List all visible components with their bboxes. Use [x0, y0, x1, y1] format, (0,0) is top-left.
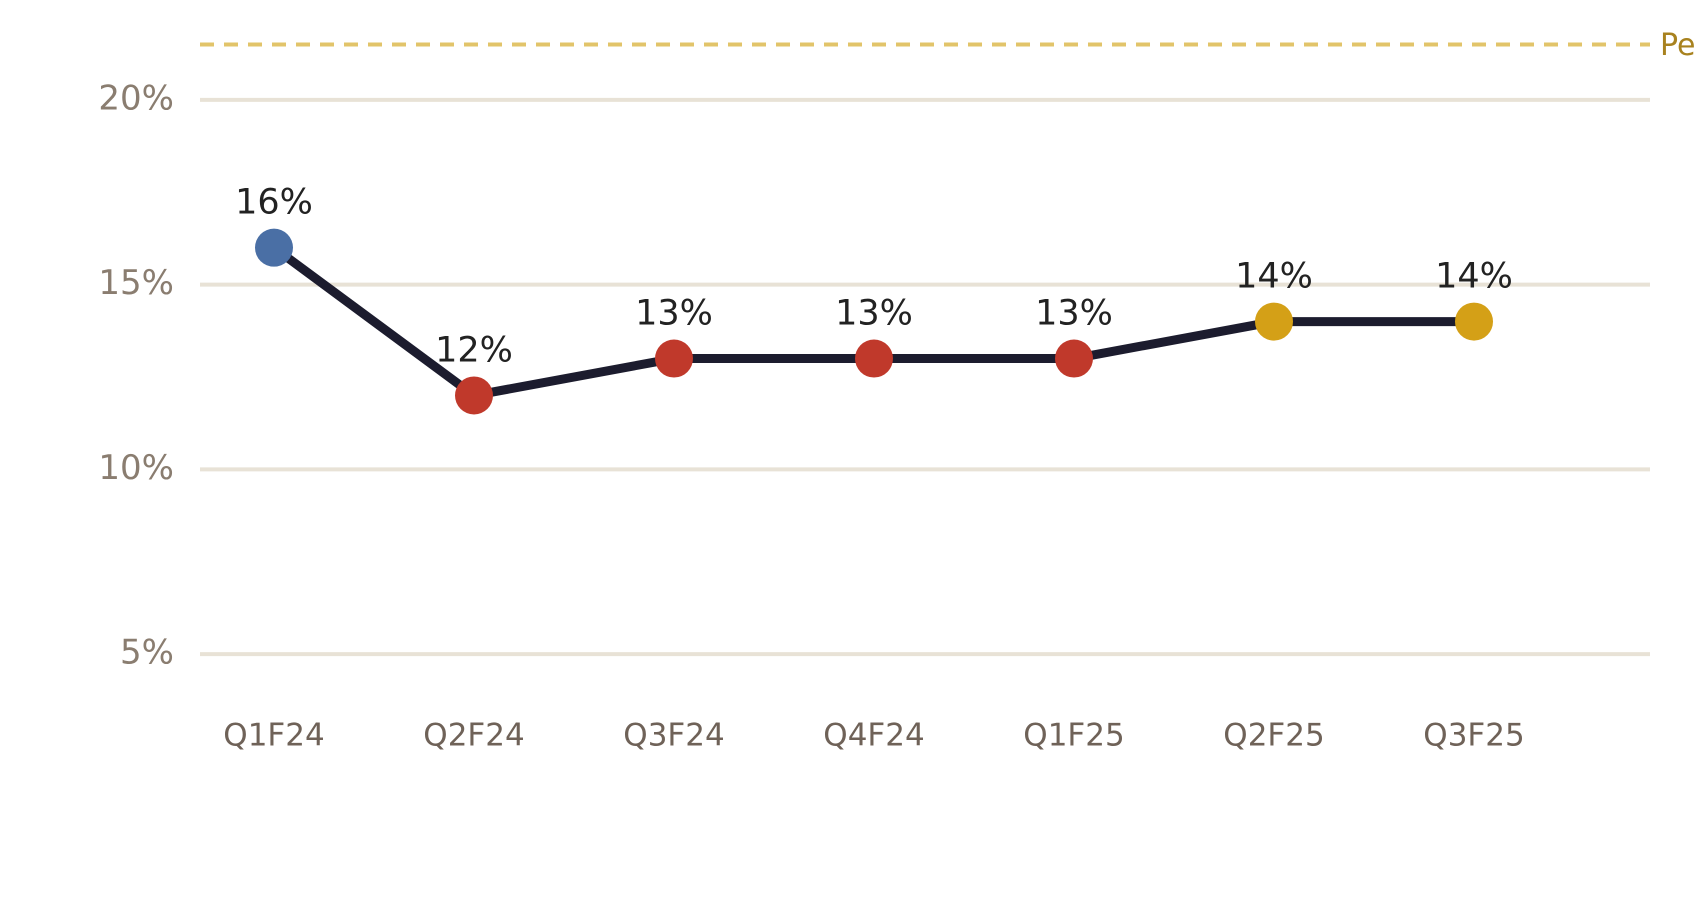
- point: [455, 376, 493, 415]
- point: [1055, 339, 1093, 378]
- point: [655, 339, 693, 378]
- x-tick-label: Q2F25: [1223, 718, 1324, 754]
- point: [255, 228, 293, 267]
- y-tick-label: 10%: [98, 448, 174, 488]
- y-tick-label: 5%: [120, 633, 174, 673]
- x-tick-label: Q1F24: [223, 718, 324, 754]
- data-label: 16%: [235, 183, 313, 223]
- data-label: 13%: [635, 294, 713, 334]
- reference-label: Pe: [1660, 28, 1695, 63]
- data-label: 13%: [1035, 294, 1113, 334]
- x-tick-label: Q1F25: [1023, 718, 1124, 754]
- data-label: 14%: [1235, 257, 1313, 297]
- point: [1455, 302, 1493, 341]
- x-tick-label: Q2F24: [423, 718, 524, 754]
- data-label: 13%: [835, 294, 913, 334]
- point: [855, 339, 893, 378]
- x-tick-label: Q3F24: [623, 718, 724, 754]
- x-tick-label: Q4F24: [823, 718, 924, 754]
- data-label: 14%: [1435, 257, 1513, 297]
- y-tick-label: 20%: [98, 78, 174, 118]
- data-label: 12%: [435, 330, 513, 370]
- point: [1255, 302, 1293, 341]
- x-tick-label: Q3F25: [1423, 718, 1524, 754]
- y-tick-label: 15%: [98, 263, 174, 303]
